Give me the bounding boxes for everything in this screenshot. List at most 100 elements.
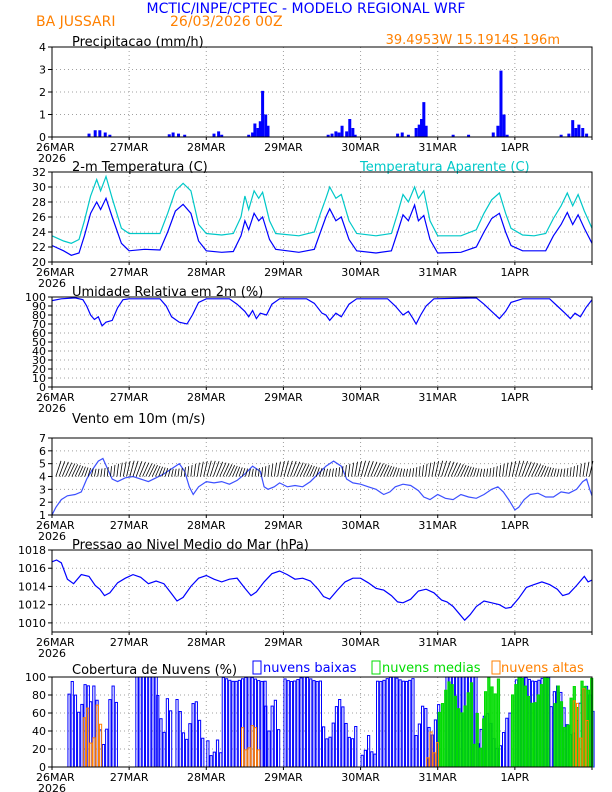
panel-title: 2-m Temperatura (C) xyxy=(72,160,208,175)
wind-arrow xyxy=(534,464,541,477)
y-tick-label: 3 xyxy=(39,483,46,496)
legend-low-clouds: nuvens baixas xyxy=(263,661,357,676)
y-tick-label: 80 xyxy=(32,309,46,322)
x-tick-label: 26MAR xyxy=(36,636,75,649)
precip-bar xyxy=(567,133,571,137)
station-name: BA JUSSARI xyxy=(36,14,115,30)
x-tick-label: 28MAR xyxy=(187,519,226,532)
x-tick-label: 1APR xyxy=(500,771,529,784)
x-tick-label: 27MAR xyxy=(110,141,149,154)
cloud-bar xyxy=(556,685,560,768)
wind-arrow xyxy=(219,462,227,477)
wind-arrow xyxy=(190,464,193,477)
y-tick-label: 1 xyxy=(39,509,46,522)
cloud-bar xyxy=(563,726,567,768)
x-tick-label: 1APR xyxy=(500,141,529,154)
wind-arrow xyxy=(84,467,89,477)
wind-arrow xyxy=(579,463,582,477)
x-tick-label: 29MAR xyxy=(264,391,303,404)
wind-arrow xyxy=(470,467,475,477)
wind-arrow xyxy=(254,468,257,477)
x-tick-label: 28MAR xyxy=(187,771,226,784)
wind-arrow xyxy=(412,467,415,477)
wind-arrow xyxy=(71,464,79,477)
wind-arrow xyxy=(274,462,277,477)
x-year-label: 2026 xyxy=(38,530,66,543)
wind-arrow xyxy=(383,465,390,477)
wind-arrow xyxy=(90,468,94,477)
wind-arrow xyxy=(200,461,204,477)
wind-arrow xyxy=(293,461,301,477)
wind-arrow xyxy=(518,460,525,477)
wind-arrow xyxy=(495,466,498,477)
cloud-bar xyxy=(546,677,550,768)
cloud-bar xyxy=(478,747,483,768)
wind-arrow xyxy=(184,467,186,477)
x-tick-label: 1APR xyxy=(500,266,529,279)
precip-bar xyxy=(353,134,357,137)
y-tick-label: 10 xyxy=(32,372,46,385)
wind-arrow xyxy=(389,466,395,477)
x-tick-label: 28MAR xyxy=(187,141,226,154)
cloud-bar xyxy=(444,689,448,768)
x-tick-label: 27MAR xyxy=(110,636,149,649)
y-tick-label: 0 xyxy=(39,381,46,394)
wind-arrow xyxy=(264,466,267,477)
legend-swatch-high-clouds xyxy=(491,660,501,675)
wind-arrow xyxy=(171,468,174,477)
y-tick-label: 20 xyxy=(32,256,46,269)
wind-arrow xyxy=(347,463,351,477)
wind-arrow xyxy=(402,468,406,477)
wind-arrow xyxy=(335,467,337,477)
wind-arrow xyxy=(396,467,400,477)
wind-arrow xyxy=(77,465,84,477)
x-tick-label: 31MAR xyxy=(418,771,457,784)
precip-bar xyxy=(467,134,471,137)
wind-arrow xyxy=(196,462,200,477)
wind-arrow xyxy=(193,463,197,477)
wind-arrow xyxy=(328,468,331,477)
precip-bar xyxy=(491,132,495,137)
wind-arrow xyxy=(437,460,444,477)
wind-arrow xyxy=(489,467,492,477)
precip-bar xyxy=(571,120,575,137)
wind-arrow xyxy=(209,460,216,477)
wind-arrow xyxy=(473,467,477,477)
wind-arrow xyxy=(132,460,139,477)
precip-bar xyxy=(98,130,102,137)
x-tick-label: 31MAR xyxy=(418,141,457,154)
precip-bar xyxy=(251,132,255,137)
panel-frame xyxy=(51,676,593,768)
cloud-bar xyxy=(463,705,467,768)
precip-bar xyxy=(422,102,426,137)
legend-swatch-low-clouds xyxy=(252,660,262,675)
wind-arrow xyxy=(479,468,483,477)
x-tick-label: 29MAR xyxy=(264,771,303,784)
x-tick-label: 26MAR xyxy=(36,771,75,784)
wind-arrow xyxy=(122,461,127,477)
wind-arrow xyxy=(341,466,344,477)
cloud-bar xyxy=(533,702,537,768)
wind-arrow xyxy=(338,467,341,477)
wind-arrow xyxy=(392,467,397,477)
x-tick-label: 26MAR xyxy=(36,519,75,532)
x-year-label: 2026 xyxy=(38,277,66,290)
cloud-bar xyxy=(472,743,476,768)
precip-bar xyxy=(337,132,341,137)
y-tick-label: 70 xyxy=(32,318,46,331)
wind-arrow xyxy=(238,467,243,477)
precip-bar xyxy=(264,114,268,137)
precip-bar xyxy=(396,133,400,137)
legend-high-clouds: nuvens altas xyxy=(501,661,584,676)
y-tick-label: 90 xyxy=(32,300,46,313)
wind-arrow xyxy=(119,462,123,477)
wind-arrow xyxy=(476,468,480,477)
wind-arrow xyxy=(155,465,161,477)
y-tick-label: 26 xyxy=(32,211,46,224)
wind-arrow xyxy=(566,467,569,477)
wind-arrow xyxy=(248,468,251,477)
wind-arrow xyxy=(299,463,307,477)
wind-arrow xyxy=(508,461,513,477)
cloud-bar xyxy=(511,694,515,768)
precip-bar xyxy=(406,134,410,137)
